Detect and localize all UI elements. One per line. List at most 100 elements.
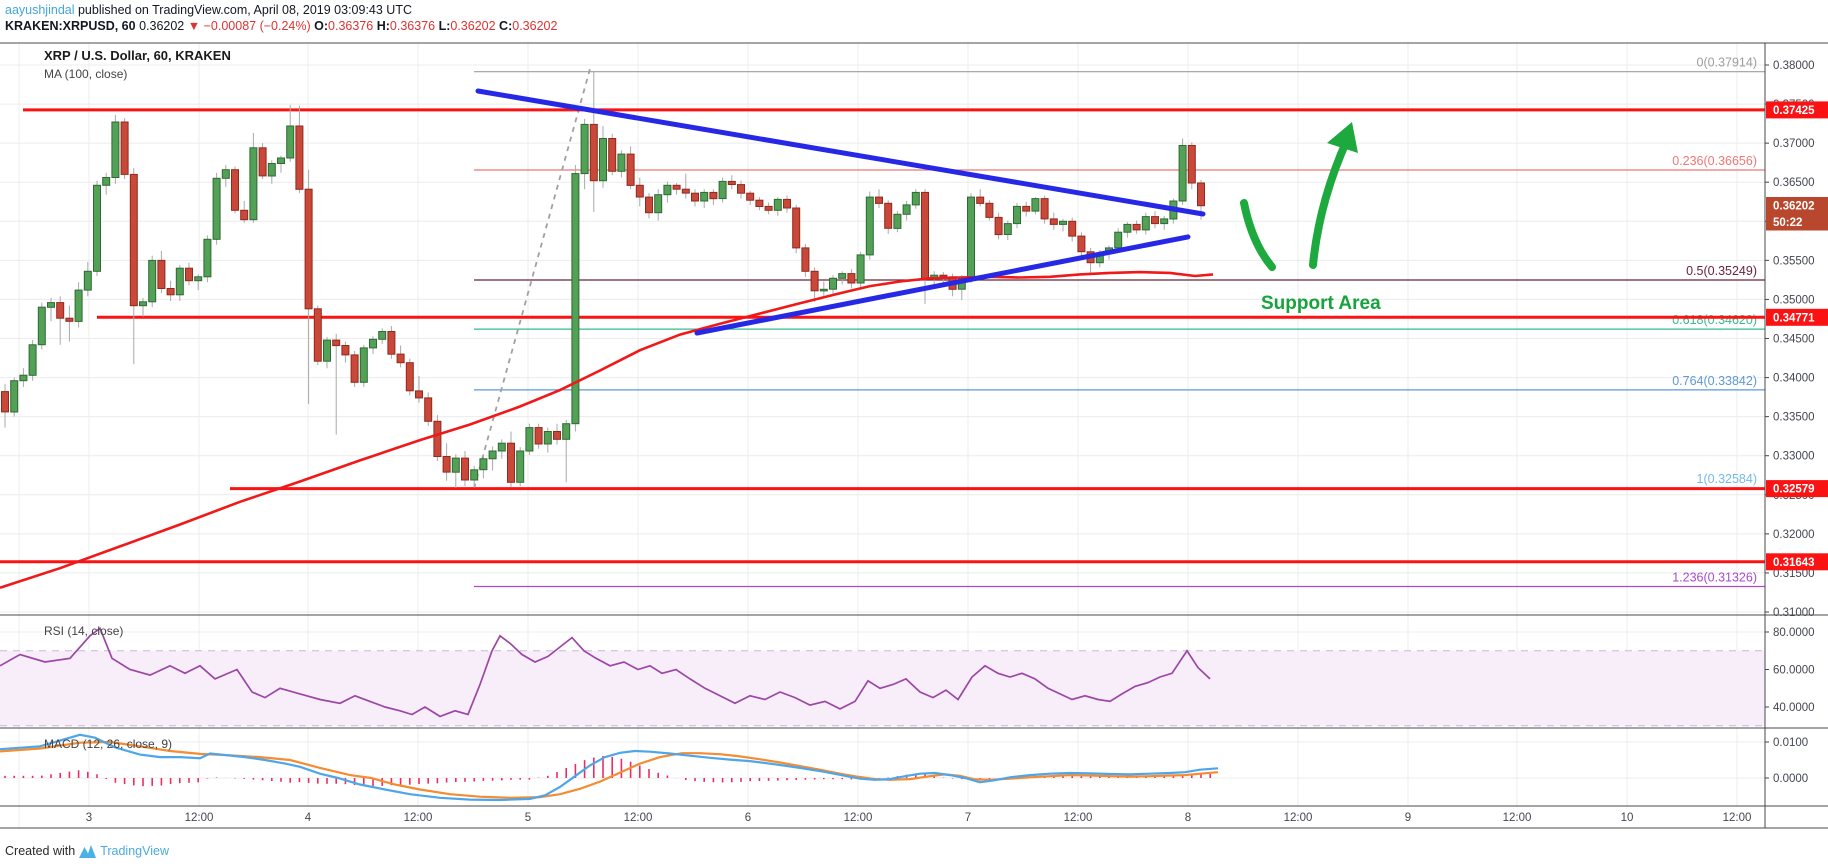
candle-body (1141, 216, 1150, 231)
ma-study-label[interactable]: MA (100, close) (44, 67, 128, 81)
time-tick-label: 12:00 (1503, 812, 1532, 824)
candle-body (1022, 205, 1031, 212)
candle-body (47, 302, 55, 308)
candle-body (856, 254, 865, 284)
time-tick-label: 3 (86, 812, 92, 824)
candle-body (865, 196, 874, 256)
candle-body (65, 317, 74, 322)
publish-text: published on TradingView.com, April 08, … (74, 3, 412, 17)
symbol-info-bar: KRAKEN:XRPUSD, 60 0.36202 ▼ −0.00087 (−0… (5, 19, 557, 33)
candle-body (663, 184, 672, 196)
symbol-label[interactable]: KRAKEN:XRPUSD, 60 (5, 19, 136, 33)
candle-body (148, 259, 157, 303)
fib-level-label: 0.618(0.34620) (1672, 313, 1757, 327)
support-area-annotation[interactable]: Support Area (1261, 293, 1381, 314)
svg-text:0.34771: 0.34771 (1773, 312, 1815, 324)
candle-body (884, 202, 893, 229)
candle-body (396, 353, 405, 364)
candle-body (1178, 145, 1187, 202)
candle-body (231, 169, 239, 211)
fib-level-label: 0.236(0.36656) (1672, 154, 1757, 168)
candle-body (1077, 235, 1086, 253)
candle-body (801, 247, 810, 272)
price-tick-label: 0.38000 (1773, 60, 1815, 72)
price-tick-label: 80.0000 (1773, 627, 1815, 639)
candle-body (332, 339, 341, 347)
candle-body (83, 270, 92, 291)
price-tick-label: 0.34500 (1773, 334, 1815, 346)
candle-body (819, 288, 828, 292)
arrow-down-annotation[interactable] (1240, 199, 1276, 271)
candle-body (543, 431, 552, 445)
candle-body (1, 391, 9, 413)
tradingview-brand-link[interactable]: TradingView (100, 844, 169, 858)
candle-body (921, 191, 929, 279)
svg-text:0.36202: 0.36202 (1773, 201, 1815, 213)
ma100-line[interactable] (0, 270, 1214, 590)
time-tick-label: 12:00 (185, 812, 214, 824)
candle-body (755, 199, 764, 207)
trendline-upper[interactable] (475, 88, 1206, 217)
rsi-study-label[interactable]: RSI (14, close) (44, 624, 124, 638)
price-tick-label: 0.36500 (1773, 177, 1815, 189)
candle-body (175, 267, 184, 296)
candle-body (645, 196, 653, 214)
author-link[interactable]: aayushjindal (5, 3, 75, 17)
candle-body (1123, 223, 1132, 233)
candle-body (194, 276, 203, 282)
candle-body (792, 207, 801, 249)
candle-body (1049, 218, 1058, 225)
chart-pane-title: XRP / U.S. Dollar, 60, KRAKEN (44, 48, 231, 63)
tradingview-logo-icon[interactable] (79, 844, 97, 858)
arrow-up-head[interactable] (1327, 122, 1358, 153)
fib-anchor-dashed-line[interactable] (473, 68, 591, 489)
candle-body (718, 180, 727, 200)
candle-body (267, 163, 276, 177)
candle-body (1197, 182, 1205, 207)
arrow-up-annotation[interactable] (1309, 136, 1351, 269)
candle-body (580, 123, 589, 175)
candle-body (488, 450, 497, 460)
price-axis[interactable]: 0.380000.375000.370000.365000.360000.355… (1765, 60, 1815, 785)
candle-body (985, 202, 994, 218)
candle-body (875, 196, 883, 204)
candle-body (727, 180, 736, 185)
candle-body (838, 273, 847, 279)
candle-body (1151, 216, 1159, 225)
fib-retracement[interactable]: 0(0.37914) 0.236(0.36656) 0.5(0.35249) 0.61… (474, 56, 1765, 588)
candle-body (553, 431, 561, 440)
price-tick-label: 0.0100 (1773, 737, 1808, 749)
candle-body (764, 205, 773, 211)
time-tick-label: 9 (1405, 812, 1411, 824)
candlestick-series (1, 72, 1205, 488)
candle-body (369, 338, 377, 349)
candle-body (286, 125, 295, 159)
candle-body (1040, 198, 1049, 220)
price-tick-label: 60.0000 (1773, 665, 1815, 677)
candle-body (139, 301, 147, 307)
candle-body (424, 397, 433, 422)
open-value: 0.36376 (328, 19, 374, 33)
candle-body (847, 273, 856, 284)
candle-body (608, 138, 617, 172)
macd-line (0, 733, 1219, 802)
price-badge: 0.34771 (1766, 308, 1828, 326)
price-tick-label: 0.31500 (1773, 568, 1815, 580)
time-tick-label: 10 (1621, 812, 1634, 824)
candle-body (525, 427, 534, 452)
trendline-lower[interactable] (694, 234, 1191, 336)
macd-study-label[interactable]: MACD (12, 26, close, 9) (44, 737, 173, 751)
time-tick-label: 12:00 (844, 812, 873, 824)
candle-body (120, 121, 129, 175)
candle-body (562, 423, 571, 440)
time-axis[interactable]: 3 12:00 4 12:00 5 12:00 6 12:00 7 12:00 8 12:00 9 12:… (86, 812, 1752, 824)
publish-info: aayushjindal published on TradingView.co… (5, 3, 412, 17)
close-value: 0.36202 (512, 19, 558, 33)
price-tick-label: 0.31000 (1773, 607, 1815, 619)
price-badge: 0.37425 (1766, 101, 1828, 119)
time-tick-label: 12:00 (1723, 812, 1752, 824)
chart-canvas[interactable]: 0(0.37914) 0.236(0.36656) 0.5(0.35249) 0.61… (0, 0, 1828, 840)
candle-body (157, 259, 166, 289)
svg-text:50:22: 50:22 (1773, 217, 1802, 229)
